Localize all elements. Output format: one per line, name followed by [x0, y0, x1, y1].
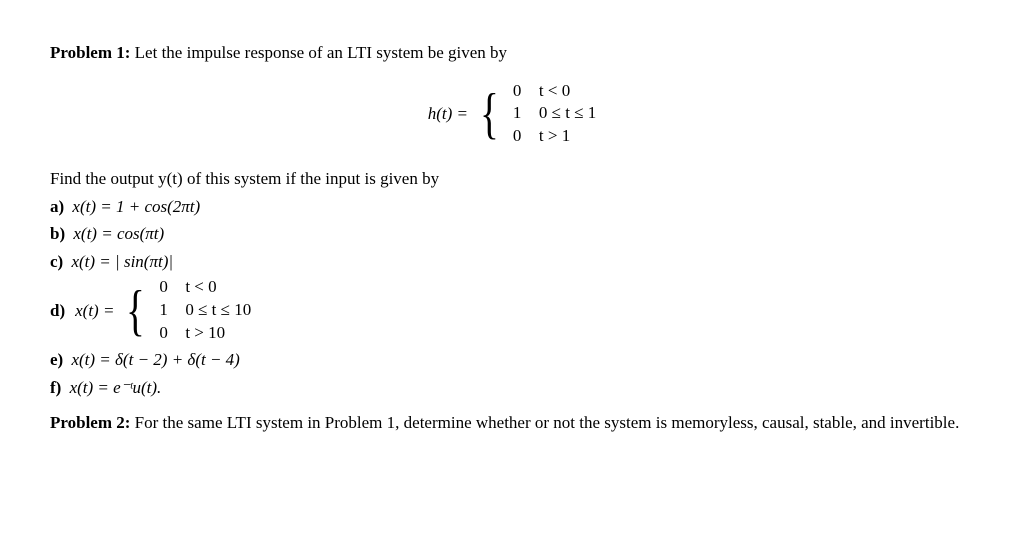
item-d-case-val: 0	[159, 322, 171, 345]
item-a-label: a)	[50, 197, 64, 216]
item-d-piecewise: x(t) = { 0 t < 0 1 0 ≤ t ≤ 10 0 t > 10	[75, 276, 251, 345]
item-e: e) x(t) = δ(t − 2) + δ(t − 4)	[50, 347, 974, 373]
ht-case-cond: t < 0	[539, 80, 570, 103]
item-f-label: f)	[50, 378, 61, 397]
item-d: d) x(t) = { 0 t < 0 1 0 ≤ t ≤ 10 0 t > 1…	[50, 276, 974, 345]
item-a-expr: x(t) = 1 + cos(2πt)	[72, 197, 200, 216]
item-d-case-cond: t < 0	[185, 276, 216, 299]
item-d-case-cond: 0 ≤ t ≤ 10	[185, 299, 251, 322]
item-d-case-cond: t > 10	[185, 322, 225, 345]
item-b-label: b)	[50, 224, 65, 243]
item-f-expr: x(t) = e⁻ᵗu(t).	[70, 378, 162, 397]
item-e-label: e)	[50, 350, 63, 369]
ht-case-row: 1 0 ≤ t ≤ 1	[513, 102, 596, 125]
ht-case-val: 0	[513, 80, 525, 103]
item-d-case-val: 0	[159, 276, 171, 299]
item-d-cases: 0 t < 0 1 0 ≤ t ≤ 10 0 t > 10	[159, 276, 251, 345]
ht-case-row: 0 t < 0	[513, 80, 596, 103]
problem-1-header: Problem 1: Let the impulse response of a…	[50, 40, 974, 66]
item-c-expr: x(t) = | sin(πt)|	[71, 252, 173, 271]
item-a: a) x(t) = 1 + cos(2πt)	[50, 194, 974, 220]
item-d-case-val: 1	[159, 299, 171, 322]
ht-definition: h(t) = { 0 t < 0 1 0 ≤ t ≤ 1 0 t > 1	[50, 80, 974, 149]
ht-case-cond: 0 ≤ t ≤ 1	[539, 102, 596, 125]
ht-case-row: 0 t > 1	[513, 125, 596, 148]
item-d-label: d)	[50, 298, 65, 324]
problem-2-text: For the same LTI system in Problem 1, de…	[130, 413, 959, 432]
ht-case-cond: t > 1	[539, 125, 570, 148]
item-b-expr: x(t) = cos(πt)	[73, 224, 164, 243]
item-e-expr: x(t) = δ(t − 2) + δ(t − 4)	[71, 350, 239, 369]
left-brace-icon: {	[126, 283, 145, 339]
item-d-prefix: x(t) =	[75, 298, 114, 324]
ht-piecewise: h(t) = { 0 t < 0 1 0 ≤ t ≤ 1 0 t > 1	[428, 80, 597, 149]
problem-2-label: Problem 2:	[50, 413, 130, 432]
item-b: b) x(t) = cos(πt)	[50, 221, 974, 247]
item-c-label: c)	[50, 252, 63, 271]
item-d-case-row: 1 0 ≤ t ≤ 10	[159, 299, 251, 322]
ht-label: h(t) =	[428, 101, 468, 127]
left-brace-icon: {	[480, 86, 499, 142]
ht-case-val: 1	[513, 102, 525, 125]
item-c: c) x(t) = | sin(πt)|	[50, 249, 974, 275]
item-d-case-row: 0 t < 0	[159, 276, 251, 299]
item-d-case-row: 0 t > 10	[159, 322, 251, 345]
item-f: f) x(t) = e⁻ᵗu(t).	[50, 375, 974, 401]
problem-2-header: Problem 2: For the same LTI system in Pr…	[50, 410, 974, 436]
ht-case-val: 0	[513, 125, 525, 148]
problem-1-text: Let the impulse response of an LTI syste…	[130, 43, 507, 62]
problem-1-label: Problem 1:	[50, 43, 130, 62]
find-output-text: Find the output y(t) of this system if t…	[50, 166, 974, 192]
ht-cases: 0 t < 0 1 0 ≤ t ≤ 1 0 t > 1	[513, 80, 596, 149]
